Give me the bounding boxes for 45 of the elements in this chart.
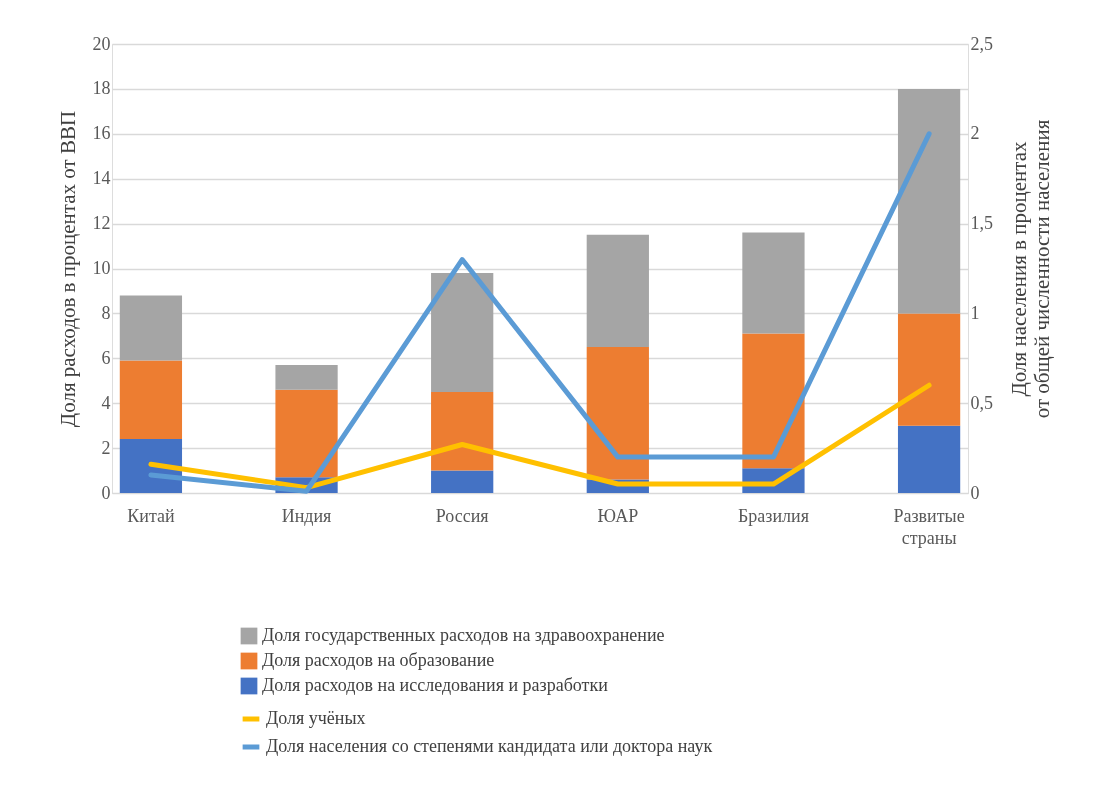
bar — [586, 347, 649, 480]
x-tick-label: Россия — [435, 505, 489, 526]
bar — [119, 439, 183, 493]
bar — [275, 389, 338, 478]
y-tick-label: 6 — [101, 347, 111, 368]
y-tick-label: 10 — [92, 258, 111, 278]
legend-label: Доля населения со степенями кандидата или доктора наук — [266, 736, 713, 756]
legend-label: Доля государственных расходов на здравоохранение — [262, 625, 665, 645]
bar — [431, 272, 494, 392]
y-tick-label: 14 — [92, 168, 111, 189]
legend-label: Доля расходов на образование — [262, 650, 495, 670]
legend-label: Доля учёных — [266, 708, 366, 728]
bar — [586, 234, 649, 348]
x-tick-label: Развитые страны — [893, 505, 965, 548]
y2-tick-label: 1,5 — [970, 213, 993, 234]
bar — [742, 333, 805, 469]
bar — [431, 391, 494, 471]
y2-axis-title: Доля населения в процентах от общей численности населения — [1007, 119, 1054, 419]
y-tick-label: 2 — [101, 437, 111, 458]
bar — [742, 232, 805, 334]
y2-tick-label: 0 — [970, 482, 980, 503]
y-tick-label: 4 — [101, 392, 111, 413]
x-tick-label: ЮАР — [597, 505, 639, 526]
bar — [431, 470, 494, 493]
bar — [275, 365, 338, 390]
y-tick-label: 16 — [92, 123, 111, 144]
y-tick-label: 12 — [92, 213, 111, 234]
x-tick-label: Индия — [281, 505, 332, 526]
legend-label: Доля расходов на исследования и разработки — [262, 675, 609, 695]
y2-tick-label: 0,5 — [970, 392, 993, 413]
y-axis-title: Доля расходов в процентах от ВВП — [55, 110, 80, 428]
y-tick-label: 0 — [101, 482, 111, 503]
x-tick-label: Китай — [127, 505, 175, 526]
y-tick-label: 20 — [92, 33, 111, 54]
y-tick-label: 18 — [92, 78, 111, 99]
x-tick-label: Бразилия — [737, 505, 809, 526]
bar — [897, 425, 961, 493]
bar — [119, 360, 183, 440]
bar — [119, 295, 183, 361]
y-tick-label: 8 — [101, 302, 111, 323]
bar — [897, 313, 961, 426]
bar — [897, 88, 961, 314]
y2-tick-label: 2 — [970, 123, 980, 144]
y2-tick-label: 1 — [970, 302, 980, 323]
y2-tick-label: 2,5 — [970, 33, 993, 54]
